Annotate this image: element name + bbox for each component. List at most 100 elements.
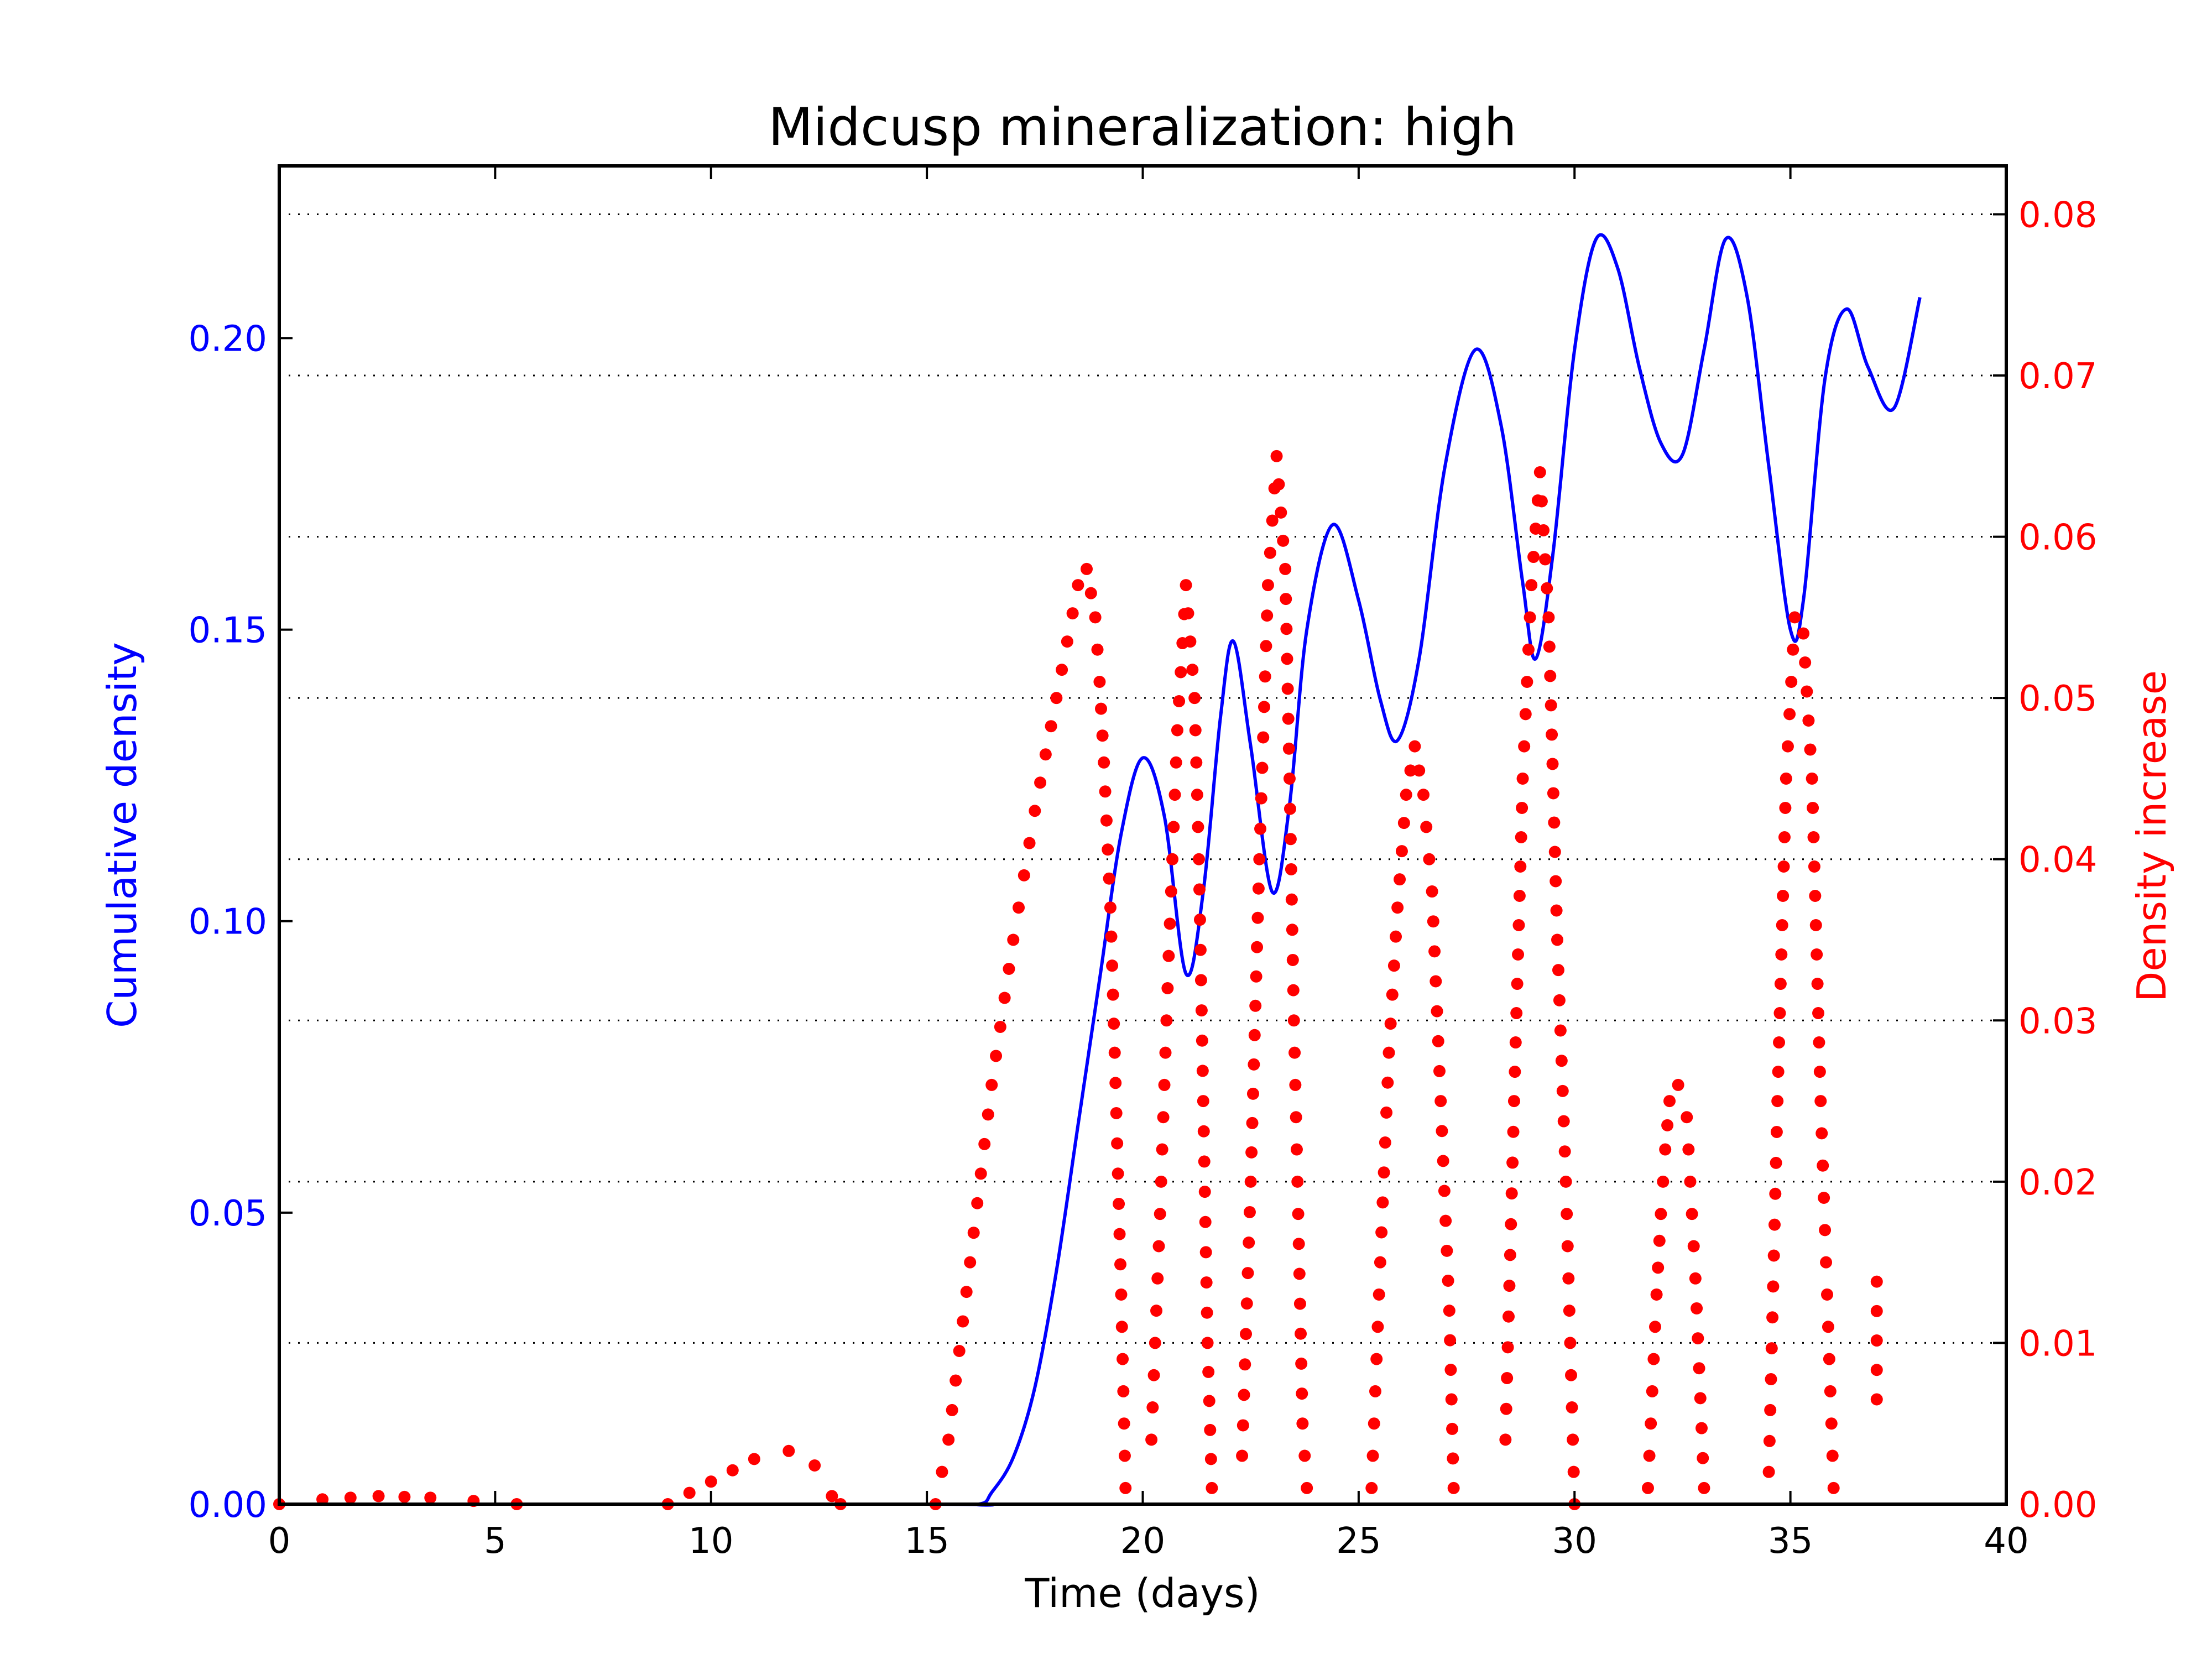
density-increase-point xyxy=(1565,1369,1578,1381)
density-increase-point xyxy=(1518,740,1531,753)
density-increase-point xyxy=(1558,1145,1571,1158)
density-increase-point xyxy=(1180,579,1192,592)
density-increase-point xyxy=(1400,789,1412,801)
density-increase-point xyxy=(1567,1465,1580,1478)
density-increase-point xyxy=(1192,821,1204,833)
density-increase-point xyxy=(1813,1036,1825,1049)
density-increase-point xyxy=(1277,534,1290,547)
density-increase-point xyxy=(1290,1111,1302,1124)
density-increase-point xyxy=(1107,988,1119,1001)
density-increase-point xyxy=(1056,664,1068,676)
density-increase-point xyxy=(808,1459,821,1472)
cumulative-density-series xyxy=(279,233,1922,1507)
density-increase-point xyxy=(1522,643,1535,656)
density-increase-point xyxy=(1095,702,1108,715)
density-increase-point xyxy=(1286,924,1298,936)
density-increase-point xyxy=(1280,623,1293,635)
density-increase-point xyxy=(1433,1065,1446,1077)
density-increase-point xyxy=(1200,1276,1213,1289)
density-increase-point xyxy=(1197,1125,1210,1138)
density-increase-point xyxy=(1655,1208,1667,1220)
density-increase-point xyxy=(1814,1095,1827,1108)
density-increase-point xyxy=(1537,524,1550,536)
x-tick-label: 15 xyxy=(904,1521,949,1562)
density-increase-point xyxy=(1436,1125,1448,1138)
density-increase-point xyxy=(1776,919,1788,932)
density-increase-point xyxy=(1822,1321,1834,1333)
density-increase-point xyxy=(1258,701,1270,713)
density-increase-point xyxy=(1159,1046,1172,1059)
density-increase-point xyxy=(1165,885,1177,898)
density-increase-point xyxy=(1287,984,1300,997)
density-increase-point xyxy=(1550,904,1563,917)
density-increase-point xyxy=(1093,676,1106,688)
density-increase-point xyxy=(1447,1452,1459,1465)
density-increase-point xyxy=(1807,801,1819,814)
density-increase-point xyxy=(1499,1433,1512,1446)
density-increase-point xyxy=(1102,843,1114,856)
density-increase-point xyxy=(1391,901,1404,914)
density-increase-point xyxy=(1286,953,1299,966)
density-increase-point xyxy=(1687,1240,1700,1253)
density-increase-point xyxy=(1527,551,1540,564)
density-increase-point xyxy=(1106,959,1119,972)
density-increase-point xyxy=(1272,478,1285,491)
density-increase-point xyxy=(1515,831,1527,843)
density-increase-point xyxy=(398,1490,411,1503)
density-increase-point xyxy=(1423,853,1436,865)
density-increase-point xyxy=(1801,685,1813,698)
cumulative-density-line xyxy=(279,233,1922,1507)
density-increase-point xyxy=(1772,1066,1785,1078)
density-increase-point xyxy=(1774,978,1787,990)
density-increase-point xyxy=(1281,682,1294,695)
density-increase-point xyxy=(1084,587,1097,599)
density-increase-point xyxy=(1203,1395,1215,1407)
density-increase-point xyxy=(1251,911,1264,924)
density-increase-point xyxy=(1146,1401,1159,1414)
density-increase-point xyxy=(990,1050,1003,1062)
density-increase-point xyxy=(1292,1238,1305,1250)
density-increase-point xyxy=(1390,930,1402,943)
density-increase-point xyxy=(1109,1077,1122,1089)
density-increase-point xyxy=(1813,1066,1826,1078)
density-increase-point xyxy=(1672,1078,1684,1091)
density-increase-point xyxy=(1381,1076,1394,1089)
density-increase-point xyxy=(1566,1401,1578,1414)
right-y-axis-title: Density increase xyxy=(2128,670,2175,1002)
density-increase-point xyxy=(1430,975,1442,988)
density-increase-point xyxy=(1170,756,1182,769)
density-increase-point xyxy=(1193,914,1206,926)
density-increase-point xyxy=(1426,885,1438,898)
density-increase-point xyxy=(1641,1481,1654,1494)
density-increase-point xyxy=(1564,1337,1577,1349)
density-increase-point xyxy=(1817,1159,1829,1172)
density-increase-point xyxy=(1395,845,1408,858)
density-increase-point xyxy=(1206,1481,1218,1494)
density-increase-point xyxy=(1256,761,1269,774)
density-increase-point xyxy=(942,1433,955,1446)
density-increase-point xyxy=(1108,1046,1121,1059)
density-increase-point xyxy=(1682,1143,1695,1156)
density-increase-point xyxy=(1543,640,1556,653)
density-increase-point xyxy=(1202,1365,1215,1378)
density-increase-point xyxy=(1244,1175,1257,1188)
density-increase-point xyxy=(1113,1197,1125,1210)
density-increase-point xyxy=(1201,1306,1213,1319)
density-increase-point xyxy=(964,1256,977,1269)
density-increase-point xyxy=(1167,821,1180,833)
density-increase-point xyxy=(1650,1288,1663,1301)
density-increase-point xyxy=(1260,640,1272,653)
chart-title: Midcusp mineralization: high xyxy=(768,97,1517,158)
density-increase-point xyxy=(1117,1353,1129,1365)
density-increase-point xyxy=(1284,802,1296,815)
density-increase-point xyxy=(1157,1111,1170,1124)
density-increase-point xyxy=(1379,1136,1391,1149)
density-increase-point xyxy=(1557,1115,1570,1128)
density-increase-point xyxy=(982,1108,994,1121)
density-increase-point xyxy=(1368,1417,1380,1430)
density-increase-point xyxy=(1171,724,1183,737)
density-increase-point xyxy=(1115,1321,1128,1333)
density-increase-point xyxy=(1653,1234,1666,1247)
density-increase-point xyxy=(1018,869,1030,881)
